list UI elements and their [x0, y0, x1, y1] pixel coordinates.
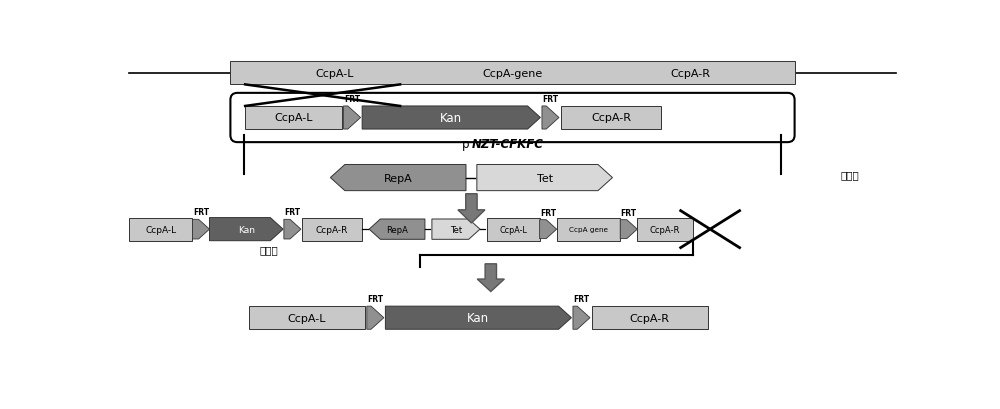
Polygon shape [385, 306, 571, 329]
Text: Tet: Tet [537, 173, 553, 183]
Bar [302, 218, 362, 241]
Bar [592, 306, 708, 329]
Text: CcpA-L: CcpA-L [288, 313, 326, 323]
Text: CcpA-R: CcpA-R [316, 225, 348, 234]
Text: CcpA gene: CcpA gene [569, 227, 608, 233]
Text: Kan: Kan [440, 112, 462, 125]
Text: 双交换: 双交换 [259, 245, 278, 254]
Text: CcpA-R: CcpA-R [650, 225, 680, 234]
Text: CcpA-R: CcpA-R [671, 69, 711, 79]
Polygon shape [458, 194, 485, 223]
Text: FRT: FRT [193, 208, 209, 217]
Bar [230, 62, 795, 85]
Text: RepA: RepA [384, 173, 413, 183]
Text: FRT: FRT [540, 208, 556, 217]
Polygon shape [369, 220, 425, 240]
Polygon shape [477, 264, 504, 292]
Text: FRT: FRT [344, 94, 360, 103]
Polygon shape [540, 220, 557, 239]
Polygon shape [209, 218, 283, 241]
Text: p: p [462, 138, 470, 151]
Bar [561, 107, 661, 130]
Text: FRT: FRT [284, 208, 300, 217]
Text: NZT-CFKFC: NZT-CFKFC [471, 138, 543, 151]
Text: FRT: FRT [573, 294, 590, 303]
Polygon shape [192, 220, 209, 239]
Text: CcpA-L: CcpA-L [145, 225, 176, 234]
Polygon shape [362, 107, 540, 130]
Polygon shape [344, 107, 361, 130]
Text: CcpA-gene: CcpA-gene [482, 69, 543, 79]
Bar [487, 218, 540, 241]
Bar [245, 107, 342, 130]
Text: CcpA-R: CcpA-R [591, 113, 631, 123]
Text: RepA: RepA [386, 225, 408, 234]
Bar [129, 218, 192, 241]
Bar [249, 306, 365, 329]
Polygon shape [542, 107, 559, 130]
Text: CcpA-L: CcpA-L [274, 113, 313, 123]
Text: CcpA-L: CcpA-L [315, 69, 354, 79]
Text: CcpA-R: CcpA-R [630, 313, 670, 323]
Text: Kan: Kan [467, 311, 489, 324]
Polygon shape [284, 220, 301, 239]
Polygon shape [367, 306, 384, 329]
Text: FRT: FRT [621, 208, 637, 217]
FancyBboxPatch shape [230, 94, 795, 143]
Polygon shape [477, 165, 612, 191]
Text: 单交换: 单交换 [840, 170, 859, 180]
Bar [557, 218, 620, 241]
Polygon shape [432, 220, 480, 240]
Text: Tet: Tet [450, 225, 462, 234]
Polygon shape [620, 220, 637, 239]
Polygon shape [573, 306, 590, 329]
Text: CcpA-L: CcpA-L [499, 225, 527, 234]
Text: FRT: FRT [542, 94, 559, 103]
Text: FRT: FRT [367, 294, 383, 303]
Bar [637, 218, 693, 241]
Polygon shape [330, 165, 466, 191]
Text: Kan: Kan [238, 225, 255, 234]
